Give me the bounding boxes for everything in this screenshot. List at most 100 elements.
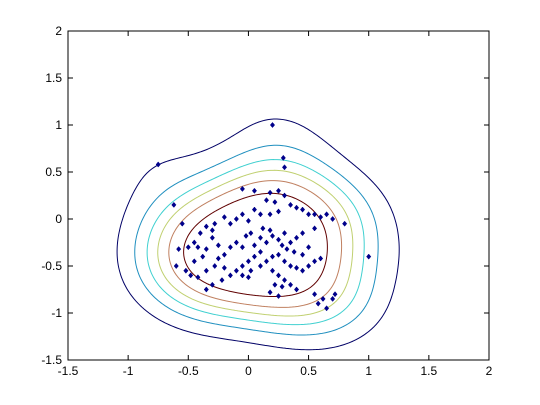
data-point [284,246,290,253]
data-point [263,197,269,204]
data-point [197,230,203,237]
data-point [312,258,318,265]
data-point [279,283,285,290]
data-point [342,220,348,227]
data-point [251,206,257,213]
x-tick-label: -1 [123,364,134,378]
data-point [324,305,330,312]
data-point [315,300,321,307]
y-tick-label: 2 [55,24,62,38]
contour-line [116,118,400,351]
data-point [269,232,276,239]
data-point [300,267,306,274]
y-tick-label: 0 [55,212,62,226]
data-point [291,248,297,255]
data-point [191,258,197,265]
data-point [312,211,318,218]
data-point [183,267,189,274]
data-point [288,281,294,288]
data-point [227,244,233,251]
axes-frame [67,30,490,361]
data-point [227,272,233,279]
data-point [239,185,245,192]
data-point [294,234,300,241]
data-point [257,248,263,255]
data-point [200,253,206,260]
x-tick-label: 1 [365,364,372,378]
axis-ticks: -1.5 -1 -0.5 0 0.5 1 1.5 2 -1.5 -1 -0.5 0 0.5 1 1.5 2 [41,24,492,378]
data-point [269,253,276,260]
data-point [294,286,300,293]
data-point [281,164,288,171]
data-point [306,263,312,269]
scatter-markers [155,122,372,312]
data-point [330,216,336,222]
data-point [212,263,218,269]
y-tick-label: -0.5 [41,259,62,273]
data-point [191,239,197,246]
data-point [318,255,324,262]
data-point [269,122,276,128]
x-tick-label: 0.5 [300,364,317,378]
data-point [272,281,278,288]
data-point [185,244,191,251]
data-point [312,291,318,298]
x-tick-label: -1.5 [58,364,79,378]
data-point [239,211,245,218]
data-point [188,272,194,279]
x-tick-label: -0.5 [178,364,199,378]
data-point [245,258,251,265]
data-point [215,242,221,249]
data-point [281,192,288,199]
data-point [267,289,273,296]
data-point [212,220,218,227]
data-point [251,187,257,194]
data-point [251,242,257,249]
y-tick-label: 1.5 [45,71,62,85]
data-point [203,246,209,253]
data-point [280,154,286,161]
data-point [281,230,288,237]
data-point [267,227,273,234]
data-point [281,258,288,265]
data-point [330,295,336,302]
data-point [324,211,330,218]
data-point [260,225,266,232]
data-point [281,277,288,284]
data-point [269,267,276,274]
data-point [155,161,161,168]
data-point [195,244,201,251]
data-point [300,251,306,258]
data-point [275,272,282,279]
contour-line [157,169,354,317]
x-tick-label: 2 [486,364,493,378]
data-point [263,258,269,265]
y-tick-label: -1.5 [41,353,62,367]
data-point [288,239,294,246]
data-point [288,201,294,208]
data-point [239,263,245,269]
data-point [233,267,239,274]
data-point [209,227,215,234]
data-point [275,236,282,243]
data-point [318,214,324,221]
contour-line [183,192,328,298]
data-point [219,277,225,284]
data-point [267,211,273,218]
data-point [300,206,306,213]
data-point [294,204,300,211]
contour-lines [116,118,400,351]
data-point [251,253,257,260]
y-tick-label: 1 [55,118,62,132]
x-tick-label: 0 [245,364,252,378]
data-point [176,246,182,253]
data-point [257,234,263,241]
data-point [263,239,269,246]
data-point [279,242,285,249]
data-point [239,244,245,251]
data-point [312,225,318,232]
data-point [306,244,312,251]
data-point [332,291,338,298]
contour-line [134,144,379,336]
